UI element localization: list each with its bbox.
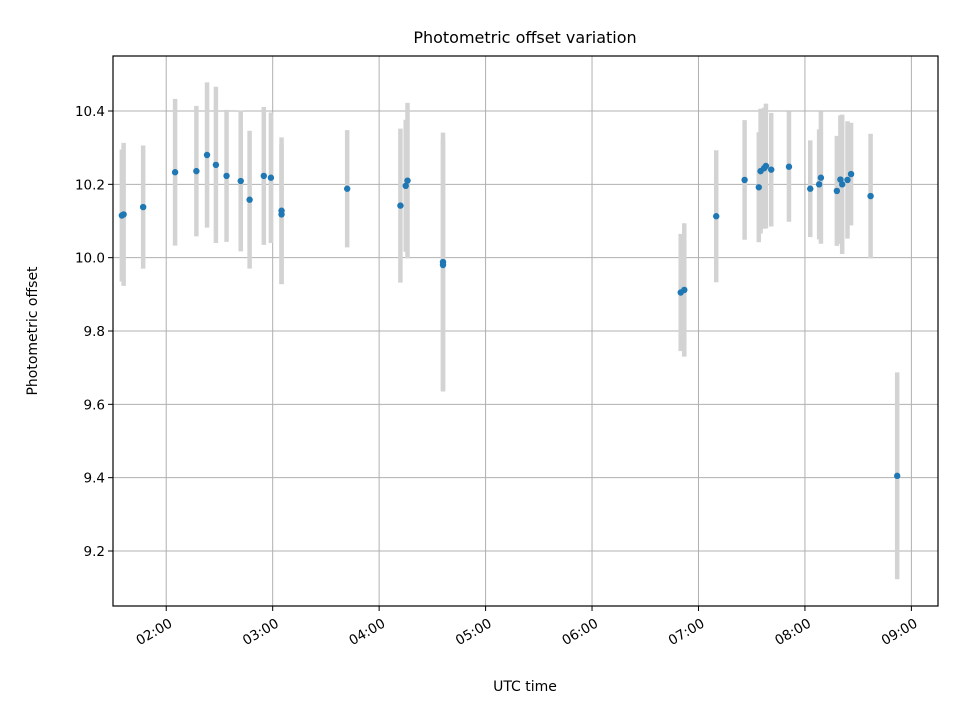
data-point bbox=[815, 181, 823, 188]
data-point bbox=[402, 182, 409, 189]
data-point bbox=[807, 185, 814, 192]
data-point bbox=[171, 169, 179, 176]
data-point bbox=[768, 166, 775, 173]
data-point bbox=[278, 211, 285, 218]
data-point bbox=[203, 151, 211, 159]
data-point bbox=[193, 167, 200, 175]
data-point bbox=[762, 162, 770, 170]
x-axis-label: UTC time bbox=[493, 679, 557, 695]
data-point bbox=[223, 172, 230, 180]
data-point bbox=[785, 163, 793, 170]
y-tick-label: 9.6 bbox=[84, 397, 105, 413]
data-point bbox=[838, 181, 846, 188]
data-point bbox=[867, 192, 874, 200]
data-point bbox=[120, 211, 127, 218]
data-point bbox=[847, 170, 855, 178]
y-tick-label: 9.4 bbox=[84, 471, 105, 487]
data-point bbox=[844, 176, 851, 184]
y-tick-label: 10.2 bbox=[75, 177, 105, 193]
data-point bbox=[741, 176, 748, 184]
y-tick-label: 10.0 bbox=[75, 251, 105, 267]
y-tick-label: 9.2 bbox=[84, 544, 105, 560]
data-points bbox=[118, 151, 901, 480]
data-point bbox=[139, 203, 147, 211]
data-point bbox=[833, 187, 841, 195]
chart-title: Photometric offset variation bbox=[413, 28, 636, 47]
data-point bbox=[397, 202, 404, 209]
data-point bbox=[893, 472, 901, 480]
data-point bbox=[246, 196, 253, 203]
y-tick-label: 10.4 bbox=[75, 104, 105, 120]
data-point bbox=[817, 174, 825, 181]
data-point bbox=[681, 286, 688, 294]
data-point bbox=[439, 261, 447, 269]
y-tick-label: 9.8 bbox=[84, 324, 105, 340]
data-point bbox=[260, 172, 268, 180]
data-point bbox=[755, 184, 763, 191]
data-point bbox=[267, 174, 275, 181]
data-point bbox=[404, 177, 411, 184]
data-point bbox=[713, 213, 720, 220]
data-point bbox=[237, 177, 244, 185]
data-point bbox=[212, 161, 220, 169]
data-point bbox=[343, 185, 351, 192]
y-axis-label: Photometric offset bbox=[25, 266, 41, 396]
